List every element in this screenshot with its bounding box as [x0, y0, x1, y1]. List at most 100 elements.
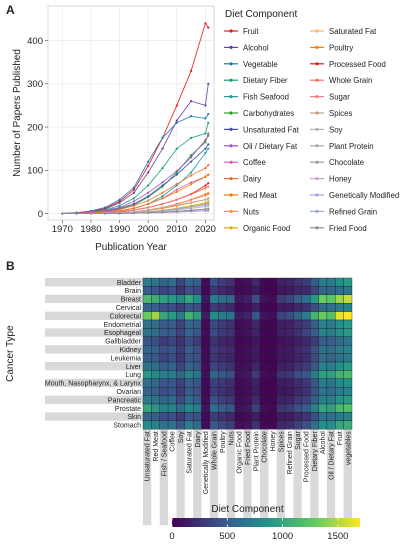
- heatmap-cell: [301, 420, 311, 430]
- legend-label: Nuts: [243, 207, 259, 216]
- heatmap-cell: [151, 294, 160, 304]
- heatmap-cell: [234, 286, 244, 295]
- series-point: [147, 211, 150, 214]
- heatmap-cell: [176, 361, 185, 371]
- heatmap-cell: [276, 336, 286, 346]
- heatmap-cell: [284, 387, 294, 396]
- legend-label: Saturated Fat: [329, 27, 377, 36]
- heatmap-cell: [226, 412, 236, 421]
- series-point: [104, 212, 107, 215]
- series-point: [161, 136, 164, 139]
- legend-label: Processed Food: [329, 60, 386, 69]
- heatmap-cell: [301, 311, 311, 321]
- line-x-axis-label: Publication Year: [95, 242, 167, 253]
- row-label: Leukemia: [111, 355, 141, 362]
- heatmap-cell: [343, 420, 353, 430]
- heatmap-cell: [268, 412, 277, 421]
- heatmap-cell: [159, 328, 169, 337]
- heatmap-cell: [192, 378, 202, 388]
- heatmap-cell: [343, 378, 353, 388]
- heatmap-cell: [234, 420, 244, 430]
- heatmap-cell: [293, 370, 303, 379]
- series-point: [147, 184, 150, 187]
- heatmap-cell: [176, 420, 185, 430]
- legend-swatch-dot: [315, 177, 319, 181]
- legend-swatch-dot: [229, 209, 233, 213]
- legend-label: Poultry: [329, 43, 353, 52]
- heatmap-cell: [335, 353, 344, 363]
- heatmap-cell: [276, 319, 286, 329]
- heatmap-cell: [176, 412, 185, 421]
- heatmap-cell: [176, 378, 185, 388]
- series-point: [161, 197, 164, 200]
- heatmap-cell: [251, 286, 261, 295]
- row-label: Colorectal: [109, 313, 141, 320]
- heatmap-cell: [318, 353, 328, 363]
- heatmap-cell: [335, 286, 344, 295]
- heatmap-cell: [151, 361, 160, 371]
- line-gridlines: [48, 6, 214, 220]
- heatmap-cell: [243, 336, 252, 346]
- heatmap-cell: [176, 277, 185, 287]
- heatmap-cell: [259, 345, 269, 354]
- heatmap-cell: [159, 387, 169, 396]
- heatmap-cell: [251, 387, 261, 396]
- heatmap-cell: [335, 420, 344, 430]
- heatmap-cell: [335, 328, 344, 337]
- heatmap-cell: [343, 370, 353, 379]
- heatmap-cell: [192, 277, 202, 287]
- column-label: Fruit: [337, 431, 344, 445]
- heatmap-cell: [226, 420, 236, 430]
- legend-label: Whole Grain: [329, 76, 372, 85]
- series-point: [175, 119, 178, 122]
- heatmap-cell: [151, 311, 160, 321]
- heatmap-cell: [259, 370, 269, 379]
- heatmap-cell: [310, 294, 319, 304]
- heatmap-cell: [226, 319, 236, 329]
- heatmap-cell: [234, 345, 244, 354]
- colorbar: [172, 518, 360, 527]
- series-line-7: [62, 135, 209, 214]
- legend-swatch-dot: [229, 78, 233, 82]
- legend-label: Oil / Dietary Fat: [243, 142, 298, 151]
- heatmap-cell: [142, 420, 152, 430]
- series-point: [207, 192, 210, 196]
- heatmap-cell: [318, 361, 328, 371]
- heatmap-cell: [201, 336, 211, 346]
- heatmap-cell: [343, 277, 353, 287]
- heatmap-cell: [243, 353, 252, 363]
- heatmap-cell: [293, 387, 303, 396]
- series-point: [175, 203, 178, 206]
- series-point: [204, 203, 207, 206]
- series-point: [147, 208, 150, 212]
- column-label: Saturated Fat: [186, 431, 193, 473]
- series-point: [175, 198, 178, 201]
- heatmap-cell: [284, 378, 294, 388]
- series-point: [190, 100, 193, 103]
- heatmap-cell: [159, 370, 169, 379]
- heatmap-cell: [226, 403, 236, 413]
- heatmap-cell: [251, 412, 261, 421]
- heatmap-cell: [335, 395, 344, 405]
- series-point: [190, 160, 193, 163]
- heatmap-cell: [335, 403, 344, 413]
- row-band: [45, 353, 143, 362]
- series-point: [204, 167, 207, 170]
- series-point: [190, 193, 193, 196]
- heatmap-cell: [184, 395, 194, 405]
- legend-label: Chocolate: [329, 158, 364, 167]
- heatmap-cell: [251, 353, 261, 363]
- heatmap-cell: [301, 345, 311, 354]
- series-point: [161, 147, 164, 150]
- heatmap-cell: [243, 403, 252, 413]
- heatmap-cell: [243, 412, 252, 421]
- heatmap-cell: [234, 395, 244, 405]
- heatmap-cell: [318, 378, 328, 388]
- column-label: Whole Grain: [212, 431, 219, 470]
- heatmap-cell: [276, 370, 286, 379]
- series-point: [161, 191, 164, 194]
- heatmap-cell: [251, 311, 261, 321]
- heatmap-cell: [218, 412, 227, 421]
- heatmap-cell: [192, 395, 202, 405]
